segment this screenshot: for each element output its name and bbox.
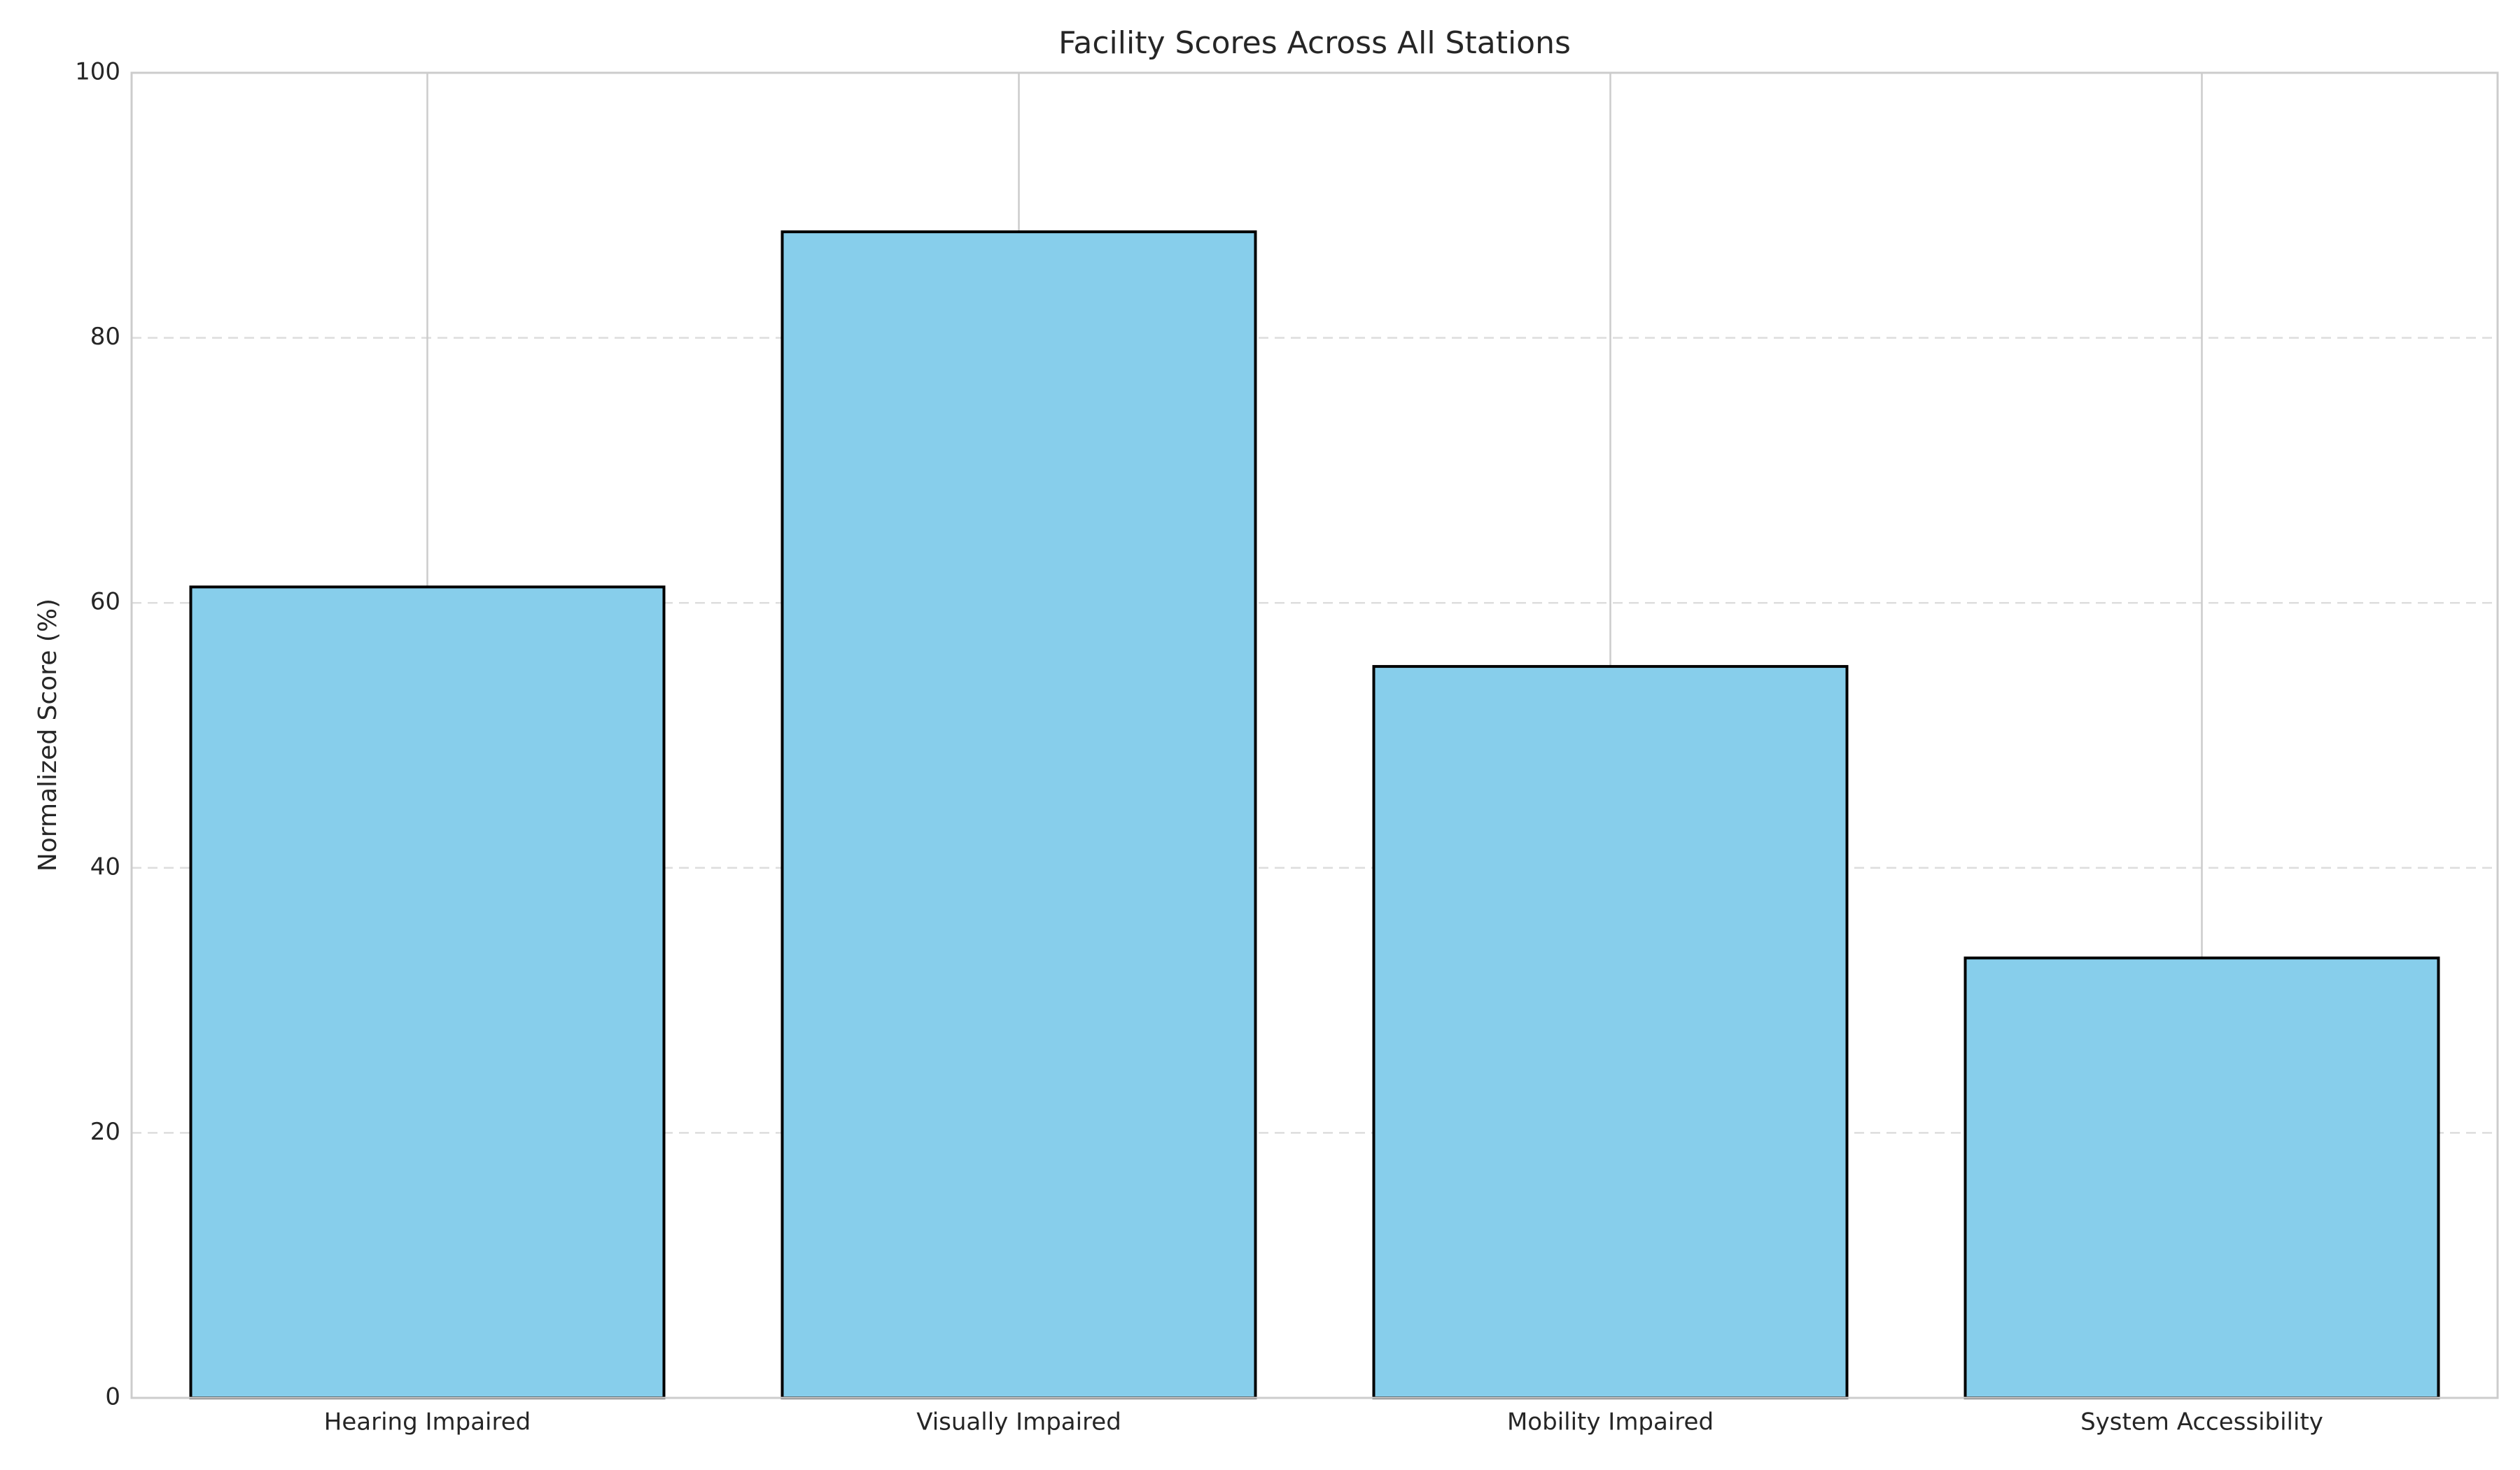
bar-mobility-impaired [1372,665,1849,1400]
bar-hearing-impaired [189,585,666,1399]
bar-system-accessibility [1963,956,2440,1400]
x-tick-label: System Accessibility [2080,1408,2323,1436]
y-tick-label: 100 [75,58,120,86]
y-tick-label: 0 [105,1383,120,1411]
x-tick-label: Hearing Impaired [324,1408,531,1436]
y-tick-label: 40 [90,853,120,881]
y-tick-label: 20 [90,1118,120,1146]
y-axis-title: Normalized Score (%) [34,598,62,872]
y-tick-label: 80 [90,323,120,351]
y-tick-label: 60 [90,588,120,616]
plot-frame [130,71,2499,1399]
x-tick-label: Visually Impaired [916,1408,1121,1436]
bar-layer [189,230,2440,1400]
chart-title: Facility Scores Across All Stations [1058,25,1571,61]
x-tick-label: Mobility Impaired [1507,1408,1714,1436]
y-tick-labels: 0 20 40 60 80 100 [75,58,120,1411]
bar-visually-impaired [780,230,1257,1399]
x-tick-labels: Hearing Impaired Visually Impaired Mobilit… [324,1408,2323,1436]
